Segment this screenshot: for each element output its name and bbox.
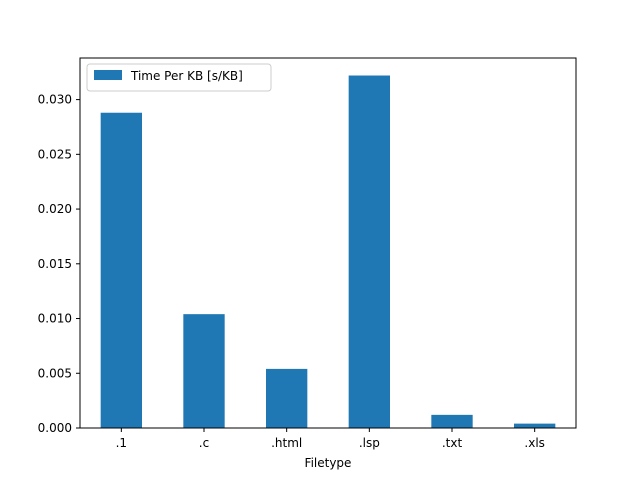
bar-6 xyxy=(514,423,556,428)
bar-4 xyxy=(348,75,390,428)
legend-label: Time Per KB [s/KB] xyxy=(130,69,243,83)
x-tick-label: .html xyxy=(271,436,302,450)
x-tick-label: .1 xyxy=(116,436,127,450)
bar-1 xyxy=(100,112,142,428)
legend-box xyxy=(86,63,272,92)
x-axis-label: Filetype xyxy=(305,456,352,470)
y-axis-ticks: 0.000 0.005 0.010 0.015 0.020 0.025 0.030 xyxy=(38,93,80,435)
x-tick-label: .xls xyxy=(524,436,545,450)
x-tick-label: .txt xyxy=(442,436,463,450)
y-tick-label: 0.015 xyxy=(38,257,72,271)
y-tick-label: 0.025 xyxy=(38,147,72,161)
legend-swatch xyxy=(94,70,122,80)
plot-area xyxy=(80,58,576,428)
y-tick-label: 0.005 xyxy=(38,366,72,380)
y-tick-label: 0.020 xyxy=(38,202,72,216)
bar-2 xyxy=(183,314,225,428)
bar-5 xyxy=(431,414,473,428)
legend: Time Per KB [s/KB] xyxy=(86,63,272,92)
bar-3 xyxy=(266,368,308,428)
bars-group xyxy=(100,75,556,428)
x-axis-ticks: .1 .c .html .lsp .txt .xls xyxy=(116,428,545,450)
x-tick-label: .c xyxy=(199,436,209,450)
x-tick-label: .lsp xyxy=(359,436,380,450)
plot-frame xyxy=(79,57,577,429)
y-tick-label: 0.030 xyxy=(38,93,72,107)
y-tick-label: 0.000 xyxy=(38,421,72,435)
y-tick-label: 0.010 xyxy=(38,312,72,326)
